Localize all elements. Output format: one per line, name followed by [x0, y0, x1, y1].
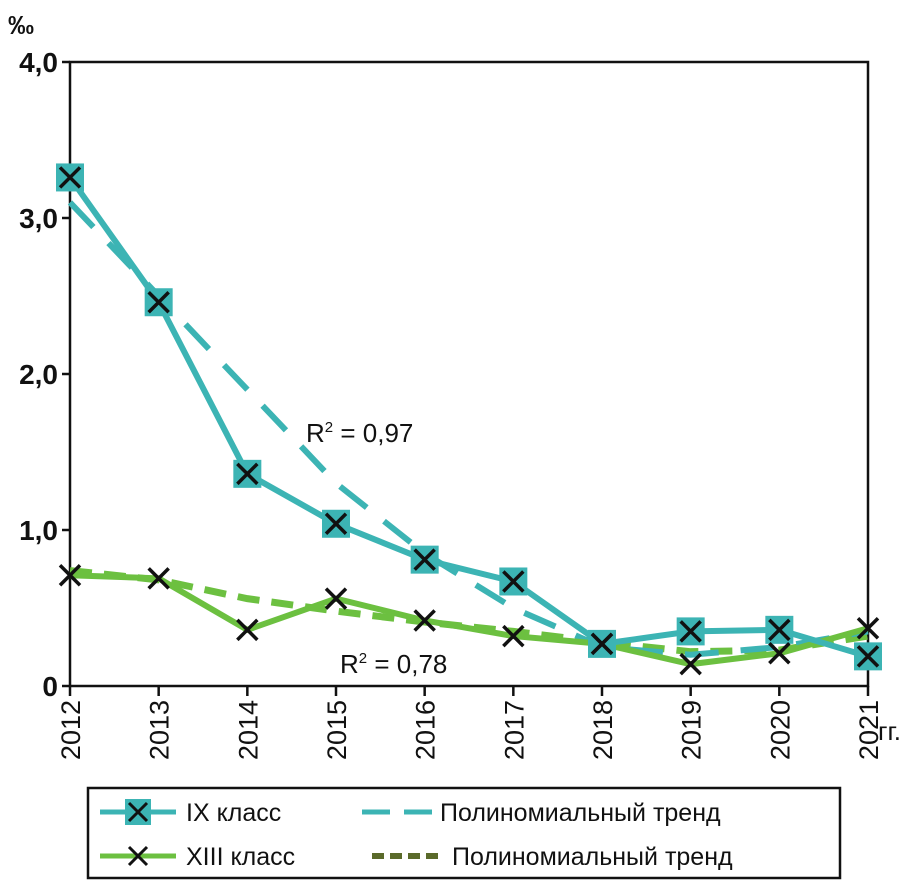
- y-tick-label: 0: [42, 671, 58, 702]
- data-point-xiii: [324, 587, 348, 610]
- marker-x: [679, 620, 702, 643]
- x-tick-label: 2014: [233, 700, 263, 760]
- data-point-ix: [676, 617, 705, 646]
- data-point-xiii: [856, 617, 880, 640]
- data-point-ix: [410, 545, 439, 574]
- svg-text:XIII класс: XIII класс: [186, 843, 295, 871]
- svg-text:Полиномиальный тренд: Полиномиальный тренд: [440, 799, 721, 827]
- y-axis-unit: ‰: [8, 10, 34, 40]
- marker-x: [58, 166, 82, 189]
- r2-label-xiii: R2 = 0,78: [340, 649, 447, 679]
- marker-x: [236, 618, 259, 642]
- marker-x: [324, 587, 348, 610]
- x-axis-unit: гг.: [878, 716, 901, 746]
- svg-text:Полиномиальный тренд: Полиномиальный тренд: [452, 843, 733, 871]
- legend-box: [86, 786, 842, 880]
- y-tick-label: 4,0: [19, 47, 58, 78]
- data-point-ix: [56, 163, 84, 192]
- data-point-xiii: [679, 652, 702, 676]
- marker-x: [502, 624, 525, 648]
- marker-x: [856, 617, 880, 640]
- y-tick-label: 1,0: [19, 515, 58, 546]
- x-tick-label: 2017: [499, 700, 529, 760]
- data-point-ix: [765, 615, 794, 644]
- x-marker-icon: [127, 845, 149, 867]
- data-point-xiii: [502, 624, 525, 648]
- data-point-xiii: [236, 618, 259, 642]
- x-tick-label: 2012: [56, 700, 86, 760]
- marker-x: [413, 609, 436, 632]
- x-tick-label: 2020: [765, 700, 795, 760]
- marker-x: [768, 642, 791, 665]
- legend-item-ix: IX класс: [100, 799, 281, 827]
- y-tick-label: 2,0: [19, 359, 58, 390]
- marker-x: [502, 570, 525, 593]
- legend-item-ix-trend: Полиномиальный тренд: [362, 799, 721, 827]
- marker-x: [324, 512, 348, 535]
- x-tick-label: 2021: [854, 700, 884, 760]
- marker-x: [413, 548, 436, 571]
- trend-line-xiii: [69, 567, 869, 656]
- data-point-ix: [322, 509, 350, 538]
- x-tick-label: 2016: [411, 700, 441, 760]
- data-point-ix: [499, 567, 528, 596]
- x-marker-icon: [127, 801, 149, 823]
- x-tick-label: 2013: [145, 700, 175, 760]
- data-point-xiii: [413, 609, 436, 632]
- x-tick-label: 2018: [588, 700, 618, 760]
- plot-area: 0 1,0 2,0 3,0 4,0 2012 2013 2014 2015 2016 2017 201…: [19, 47, 884, 760]
- y-tick-label: 3,0: [19, 203, 58, 234]
- marker-x: [856, 645, 880, 668]
- legend: IX класс Полиномиальный тренд XIII класс…: [86, 786, 842, 880]
- svg-text:IX класс: IX класс: [186, 799, 281, 827]
- r2-label-ix: R2 = 0,97: [306, 418, 413, 448]
- series-line-xiii: [69, 572, 869, 668]
- marker-x: [590, 632, 614, 656]
- data-point-ix: [233, 459, 262, 488]
- data-point-xiii: [147, 567, 170, 590]
- plot-frame: [68, 60, 870, 688]
- data-point-xiii: [590, 632, 614, 656]
- legend-item-xiii-trend: Полиномиальный тренд: [372, 843, 733, 871]
- marker-x: [58, 564, 82, 587]
- legend-item-xiii: XIII класс: [100, 843, 295, 871]
- marker-x: [768, 618, 791, 642]
- x-tick-label: 2015: [322, 700, 352, 760]
- marker-x: [679, 652, 702, 676]
- data-point-ix: [854, 642, 882, 671]
- data-point-ix: [144, 288, 173, 317]
- data-point-xiii: [768, 642, 791, 665]
- marker-x: [236, 462, 259, 486]
- marker-x: [147, 291, 170, 314]
- series-line-ix: [67, 175, 869, 660]
- data-point-xiii: [58, 564, 82, 587]
- marker-x: [147, 567, 170, 590]
- trend-line-ix: [67, 200, 869, 658]
- x-tick-label: 2019: [677, 700, 707, 760]
